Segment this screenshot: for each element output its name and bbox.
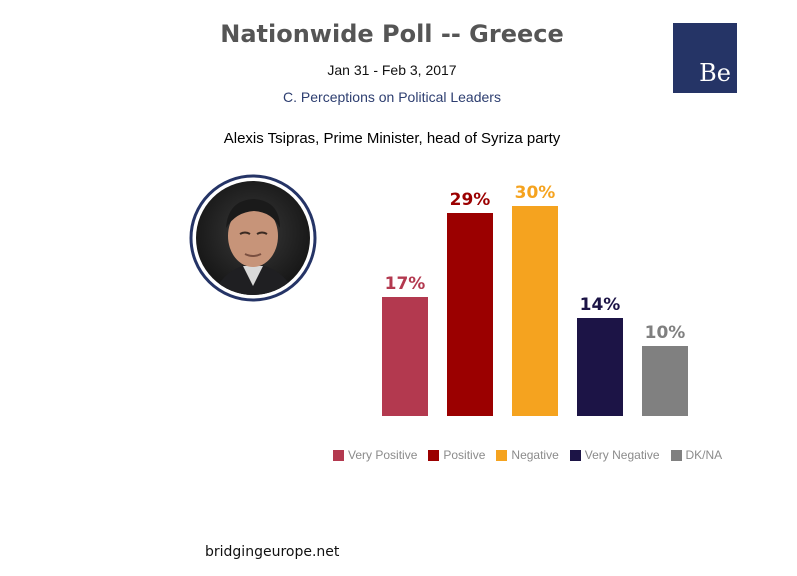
chart-subject: Alexis Tsipras, Prime Minister, head of …	[223, 130, 561, 147]
bar-dk-na	[642, 346, 688, 416]
data-label: 17%	[385, 274, 426, 294]
bar-positive	[447, 213, 493, 416]
legend-label: Very Positive	[348, 448, 418, 462]
legend-label: DK/NA	[685, 448, 723, 462]
legend-swatch	[428, 449, 440, 461]
legend-item: Very Positive	[333, 448, 417, 462]
poll-dates: Jan 31 - Feb 3, 2017	[327, 62, 457, 78]
legend-label: Negative	[511, 448, 559, 462]
legend-swatch	[496, 449, 508, 461]
chart-legend: Very Positive Positive Negative Very Negati…	[333, 446, 733, 464]
legend-item: Negative	[496, 448, 559, 462]
brand-logo: Be	[673, 23, 737, 93]
data-label: 10%	[645, 323, 686, 343]
legend-swatch	[333, 449, 344, 461]
section-heading: C. Perceptions on Political Leaders	[283, 89, 501, 105]
leader-portrait	[189, 174, 317, 302]
legend-label: Positive	[443, 448, 486, 462]
bar-negative	[512, 206, 558, 416]
site-url: bridgingeurope.net	[205, 544, 340, 560]
data-label: 14%	[580, 295, 621, 315]
legend-label: Very Negative	[584, 448, 660, 462]
legend-item: DK/NA	[670, 448, 723, 462]
logo-text: Be	[699, 59, 731, 87]
legend-item: Positive	[428, 448, 485, 462]
bar-very-positive	[382, 297, 428, 416]
legend-swatch	[569, 449, 581, 461]
legend-swatch	[670, 449, 682, 461]
bar-very-negative	[577, 318, 623, 416]
page-title: Nationwide Poll -- Greece	[220, 20, 564, 48]
data-label: 30%	[515, 183, 556, 203]
data-label: 29%	[450, 190, 491, 210]
legend-item: Very Negative	[569, 448, 660, 462]
